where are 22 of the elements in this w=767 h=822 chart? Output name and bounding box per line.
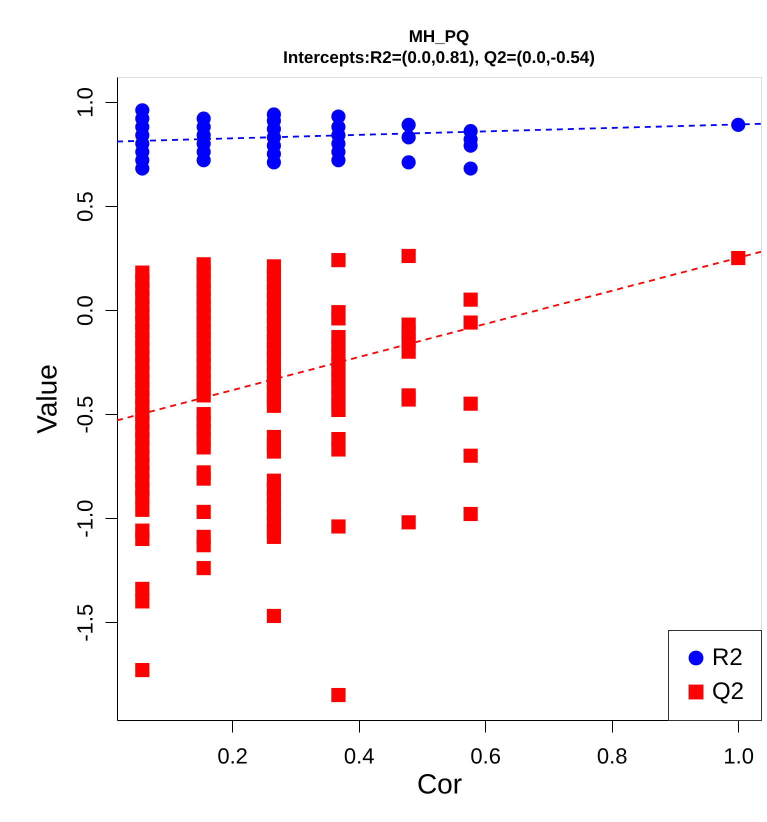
x-tick-label: 0.8 <box>596 744 628 768</box>
x-axis-title: Cor <box>416 768 462 800</box>
point <box>402 155 416 170</box>
x-tick-label: 0.4 <box>344 744 374 768</box>
point <box>731 118 746 132</box>
y-tick-label: -0.5 <box>72 396 98 434</box>
x-tick-label: 0.2 <box>217 744 248 768</box>
y-tick-label: 0.0 <box>72 295 98 326</box>
y-tick-label: -1.0 <box>72 500 98 538</box>
y-axis-title: Value <box>32 364 62 434</box>
point <box>402 118 416 132</box>
y-tick-label: -1.5 <box>72 604 98 642</box>
chart-subtitle: Intercepts:R2=(0.0,0.81), Q2=(0.0,-0.54) <box>283 48 595 67</box>
chart-title: MH_PQ <box>408 27 470 46</box>
y-tick-label: 1.0 <box>72 87 98 118</box>
point <box>464 162 478 176</box>
legend-label: R2 <box>712 644 743 671</box>
x-tick-label: 0.6 <box>470 744 501 768</box>
point <box>331 109 346 124</box>
x-tick-label: 1.0 <box>723 744 754 768</box>
legend-label: Q2 <box>712 678 744 705</box>
y-tick-label: 0.5 <box>72 191 98 222</box>
